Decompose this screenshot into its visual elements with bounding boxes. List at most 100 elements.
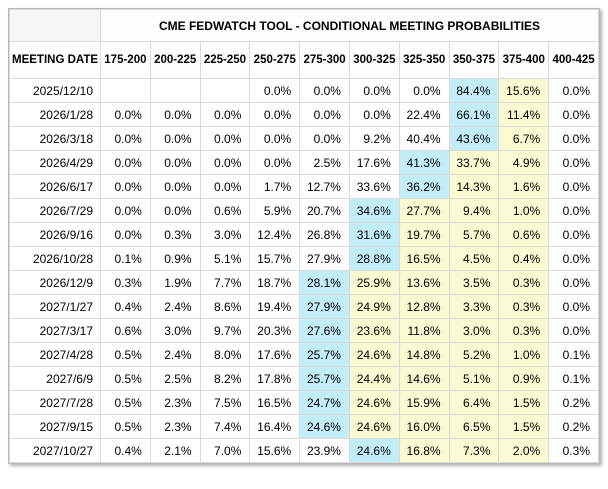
table-row: 2026/6/17 0.0% 0.0% 0.0% 1.7% 12.7% 33.6% 36.2%…	[9, 174, 599, 199]
probability-cell: 0.3%	[100, 270, 151, 295]
probability-cell: 0.0%	[548, 174, 599, 199]
probability-cell: 0.3%	[498, 294, 550, 319]
probability-cell: 2.1%	[149, 438, 201, 463]
table-title: CME FEDWATCH TOOL - CONDITIONAL MEETING …	[100, 9, 599, 42]
probability-cell: 0.0%	[249, 150, 301, 175]
probability-cell: 6.5%	[448, 414, 500, 439]
probability-cell	[149, 78, 201, 103]
probability-cell: 15.7%	[249, 246, 301, 271]
probability-cell: 25.7%	[299, 366, 350, 391]
rate-range-column-header: 200-225	[149, 41, 201, 79]
rate-range-column-header: 275-300	[299, 41, 350, 79]
probability-cell: 5.7%	[448, 222, 500, 247]
column-header-row: MEETING DATE 175-200 200-225 225-250 250-275…	[9, 41, 599, 79]
probability-cell: 0.5%	[100, 390, 151, 415]
table-row: 2027/3/17 0.6% 3.0% 9.7% 20.3% 27.6% 23.6% 11.8…	[9, 318, 599, 343]
probability-cell: 25.9%	[348, 270, 400, 295]
probability-cell: 1.7%	[249, 174, 301, 199]
probability-cell: 84.4%	[448, 78, 500, 103]
probability-cell: 43.6%	[448, 126, 500, 151]
table-row: 2026/9/16 0.0% 0.3% 3.0% 12.4% 26.8% 31.6% 19.7…	[9, 222, 599, 247]
probability-cell: 0.3%	[498, 270, 550, 295]
table-header: CME FEDWATCH TOOL - CONDITIONAL MEETING …	[9, 9, 599, 79]
probability-cell: 0.1%	[548, 342, 599, 367]
meeting-date-cell: 2026/12/9	[9, 270, 101, 295]
probability-cell: 16.4%	[249, 414, 301, 439]
meeting-date-cell: 2026/7/29	[9, 198, 101, 223]
table-row: 2027/4/28 0.5% 2.4% 8.0% 17.6% 25.7% 24.6% 14.8…	[9, 342, 599, 367]
probability-cell: 0.0%	[548, 126, 599, 151]
probability-cell: 1.5%	[498, 414, 550, 439]
probability-cell: 0.0%	[199, 102, 251, 127]
table-row: 2027/6/9 0.5% 2.5% 8.2% 17.8% 25.7% 24.4% 14.6%…	[9, 366, 599, 391]
probability-cell: 2.4%	[149, 342, 201, 367]
rate-range-column-header: 375-400	[498, 41, 550, 79]
probability-cell: 0.0%	[149, 198, 201, 223]
probability-cell: 18.7%	[249, 270, 301, 295]
probability-cell: 1.9%	[149, 270, 201, 295]
probability-cell: 12.7%	[299, 174, 350, 199]
probability-cell: 0.0%	[199, 126, 251, 151]
probability-cell: 0.0%	[348, 102, 400, 127]
probability-cell: 0.0%	[100, 126, 151, 151]
probability-cell: 15.6%	[498, 78, 550, 103]
probability-cell: 0.0%	[149, 126, 201, 151]
probability-cell: 2.0%	[498, 438, 550, 463]
probability-cell: 0.0%	[348, 78, 400, 103]
probability-cell: 20.7%	[299, 198, 350, 223]
probability-cell: 15.9%	[398, 390, 450, 415]
probability-cell: 5.1%	[448, 366, 500, 391]
rate-range-column-header: 300-325	[348, 41, 400, 79]
probability-cell: 0.2%	[548, 414, 599, 439]
probability-cell: 12.4%	[249, 222, 301, 247]
rate-range-column-header: 325-350	[398, 41, 450, 79]
probability-cell: 0.0%	[548, 246, 599, 271]
probability-cell: 0.6%	[100, 318, 151, 343]
meeting-date-cell: 2027/9/15	[9, 414, 101, 439]
probability-cell: 19.7%	[398, 222, 450, 247]
probability-cell: 0.0%	[548, 270, 599, 295]
probability-cell: 0.0%	[548, 294, 599, 319]
probability-cell: 33.6%	[348, 174, 400, 199]
meeting-date-cell: 2027/10/27	[9, 438, 101, 463]
probability-cell	[199, 78, 251, 103]
probability-cell: 36.2%	[398, 174, 450, 199]
probability-cell: 24.6%	[348, 342, 400, 367]
probability-cell: 24.6%	[348, 438, 400, 463]
probability-cell: 1.5%	[498, 390, 550, 415]
probability-cell: 24.6%	[299, 414, 350, 439]
probability-cell: 22.4%	[398, 102, 450, 127]
probability-cell: 17.6%	[249, 342, 301, 367]
probability-cell: 1.6%	[498, 174, 550, 199]
rate-range-column-header: 225-250	[199, 41, 251, 79]
probability-cell: 7.7%	[199, 270, 251, 295]
probability-cell: 0.0%	[100, 198, 151, 223]
probability-cell: 0.9%	[149, 246, 201, 271]
probability-cell: 3.0%	[149, 318, 201, 343]
table-row: 2026/7/29 0.0% 0.0% 0.6% 5.9% 20.7% 34.6% 27.7%…	[9, 198, 599, 223]
probability-cell: 3.0%	[448, 318, 500, 343]
probability-cell: 9.4%	[448, 198, 500, 223]
meeting-date-cell: 2027/1/27	[9, 294, 101, 319]
probability-cell: 33.7%	[448, 150, 500, 175]
probability-cell: 0.0%	[299, 78, 350, 103]
probability-cell: 0.0%	[249, 102, 301, 127]
probability-cell: 16.5%	[249, 390, 301, 415]
probability-cell: 27.9%	[299, 246, 350, 271]
probability-cell: 0.0%	[548, 318, 599, 343]
probability-cell: 4.5%	[448, 246, 500, 271]
probability-cell: 26.8%	[299, 222, 350, 247]
meeting-date-cell: 2027/7/28	[9, 390, 101, 415]
probability-cell: 0.0%	[199, 150, 251, 175]
meeting-date-cell: 2026/3/18	[9, 126, 101, 151]
probability-cell: 0.5%	[100, 414, 151, 439]
table-row: 2027/10/27 0.4% 2.1% 7.0% 15.6% 23.9% 24.6% 16.…	[9, 438, 599, 463]
meeting-date-cell: 2027/6/9	[9, 366, 101, 391]
meeting-date-cell: 2027/4/28	[9, 342, 101, 367]
probability-cell: 15.6%	[249, 438, 301, 463]
probability-cell: 23.9%	[299, 438, 350, 463]
probability-cell: 0.0%	[548, 198, 599, 223]
probability-cell: 1.0%	[498, 342, 550, 367]
rate-range-column-header: 350-375	[448, 41, 500, 79]
probability-cell: 2.4%	[149, 294, 201, 319]
